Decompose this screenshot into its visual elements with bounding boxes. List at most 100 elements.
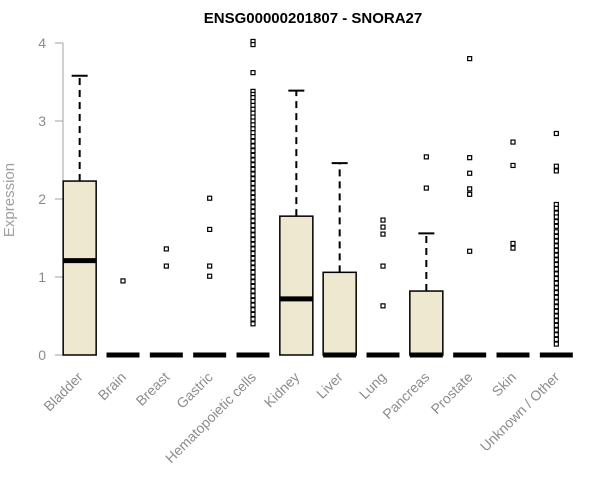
box-group (149, 246, 183, 358)
outlier-point (553, 327, 559, 333)
outlier-point (250, 269, 256, 275)
outlier-point (250, 283, 256, 289)
outlier-point (250, 134, 256, 140)
chart-title: ENSG00000201807 - SNORA27 (204, 10, 422, 27)
box-group (496, 139, 530, 358)
outlier-point (250, 70, 256, 76)
outlier-point (553, 341, 559, 347)
outlier-point (467, 170, 473, 176)
outlier-point (553, 252, 559, 258)
outlier-point (553, 163, 559, 169)
outlier-point (250, 204, 256, 210)
outlier-point (553, 285, 559, 291)
outlier-point (423, 185, 429, 191)
outlier-point (250, 307, 256, 313)
outlier-point (553, 229, 559, 235)
outlier-point (553, 233, 559, 240)
outlier-point (250, 321, 256, 327)
outlier-point (250, 255, 256, 261)
box-iqr (279, 215, 314, 356)
outlier-point (250, 171, 256, 177)
x-tick-label: Bladder (40, 369, 86, 415)
box-iqr (322, 271, 357, 356)
outlier-point (250, 241, 256, 247)
outlier-point (250, 138, 256, 144)
outlier-point (553, 214, 559, 220)
outlier-point (553, 223, 559, 229)
outlier-point (467, 191, 473, 197)
outlier-point (250, 218, 256, 224)
x-tick-label: Lung (356, 369, 389, 402)
outlier-point (250, 227, 256, 233)
y-tick-label-2: 2 (38, 191, 46, 207)
box-group (193, 195, 227, 358)
y-axis-label: Expression (1, 163, 18, 237)
box-group (62, 74, 97, 356)
outlier-point (250, 288, 256, 294)
box-group (409, 154, 444, 358)
box-group (453, 55, 487, 358)
outlier-point (250, 213, 256, 219)
outlier-point (553, 280, 559, 286)
outlier-point (250, 297, 256, 303)
outlier-point (250, 166, 256, 172)
outlier-point (467, 55, 473, 62)
outlier-point (510, 245, 516, 251)
x-tick-label: Unknown / Other (477, 369, 563, 455)
y-tick-label-1: 1 (38, 269, 46, 285)
outlier-point (250, 251, 256, 257)
box-group (279, 89, 314, 356)
box-group (322, 162, 357, 358)
x-tick-label: Breast (133, 369, 173, 409)
x-tick-label: Brain (95, 369, 129, 403)
outlier-point (250, 265, 256, 271)
outlier-point (207, 195, 213, 201)
outlier-point (553, 313, 559, 319)
outlier-point (250, 152, 256, 158)
outlier-point (467, 186, 473, 192)
outlier-point (250, 279, 256, 285)
outlier-point (250, 260, 256, 266)
outlier-point (553, 271, 559, 277)
outlier-point (250, 316, 256, 322)
outlier-point (250, 148, 256, 154)
outlier-point (250, 222, 256, 229)
outlier-point (207, 226, 213, 233)
outlier-point (250, 190, 256, 196)
x-tick-label: Gastric (173, 369, 216, 412)
outlier-point (553, 238, 559, 244)
outlier-point (510, 240, 516, 247)
outlier-point (250, 199, 256, 205)
outlier-point (553, 294, 559, 300)
outlier-point (250, 185, 256, 191)
outlier-point (380, 303, 386, 309)
outlier-point (553, 168, 559, 174)
outlier-point (250, 274, 256, 280)
outlier-point (553, 322, 559, 328)
outlier-point (250, 293, 256, 299)
outlier-point (250, 194, 256, 201)
outlier-point (553, 290, 559, 296)
y-tick-label-0: 0 (38, 347, 46, 363)
outlier-point (207, 263, 213, 269)
box-iqr (62, 180, 97, 356)
x-tick-label: Pancreas (379, 369, 432, 422)
outlier-point (553, 205, 559, 211)
outlier-point (250, 157, 256, 163)
outlier-point (250, 176, 256, 182)
outlier-point (553, 130, 559, 137)
outlier-point (553, 247, 559, 254)
outlier-point (250, 232, 256, 238)
box-group (366, 217, 400, 358)
box-group (106, 278, 140, 358)
outlier-point (553, 243, 559, 249)
outlier-point (553, 332, 559, 338)
outlier-point (207, 273, 213, 279)
outlier-point (250, 236, 256, 243)
outlier-point (250, 41, 256, 48)
outlier-point (250, 208, 256, 215)
outlier-point (553, 275, 559, 282)
outlier-point (380, 263, 386, 269)
